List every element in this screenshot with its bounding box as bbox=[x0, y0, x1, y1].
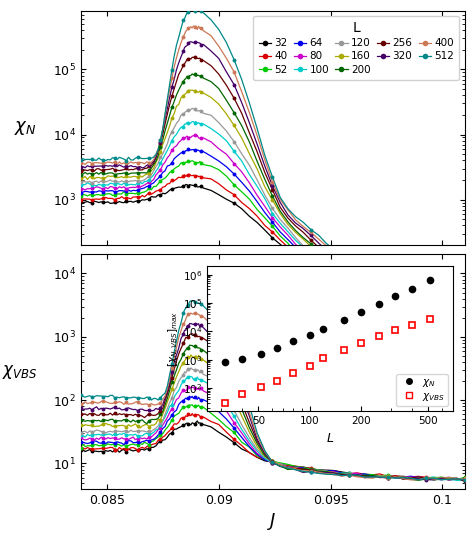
Legend: 32, 40, 52, 64, 80, 100, 120, 160, 200, 256, 320, 400, 512: 32, 40, 52, 64, 80, 100, 120, 160, 200, … bbox=[254, 16, 459, 79]
Y-axis label: $\chi_N$: $\chi_N$ bbox=[14, 119, 36, 137]
Y-axis label: $\chi_{VBS}$: $\chi_{VBS}$ bbox=[1, 362, 37, 381]
X-axis label: J: J bbox=[270, 512, 275, 530]
